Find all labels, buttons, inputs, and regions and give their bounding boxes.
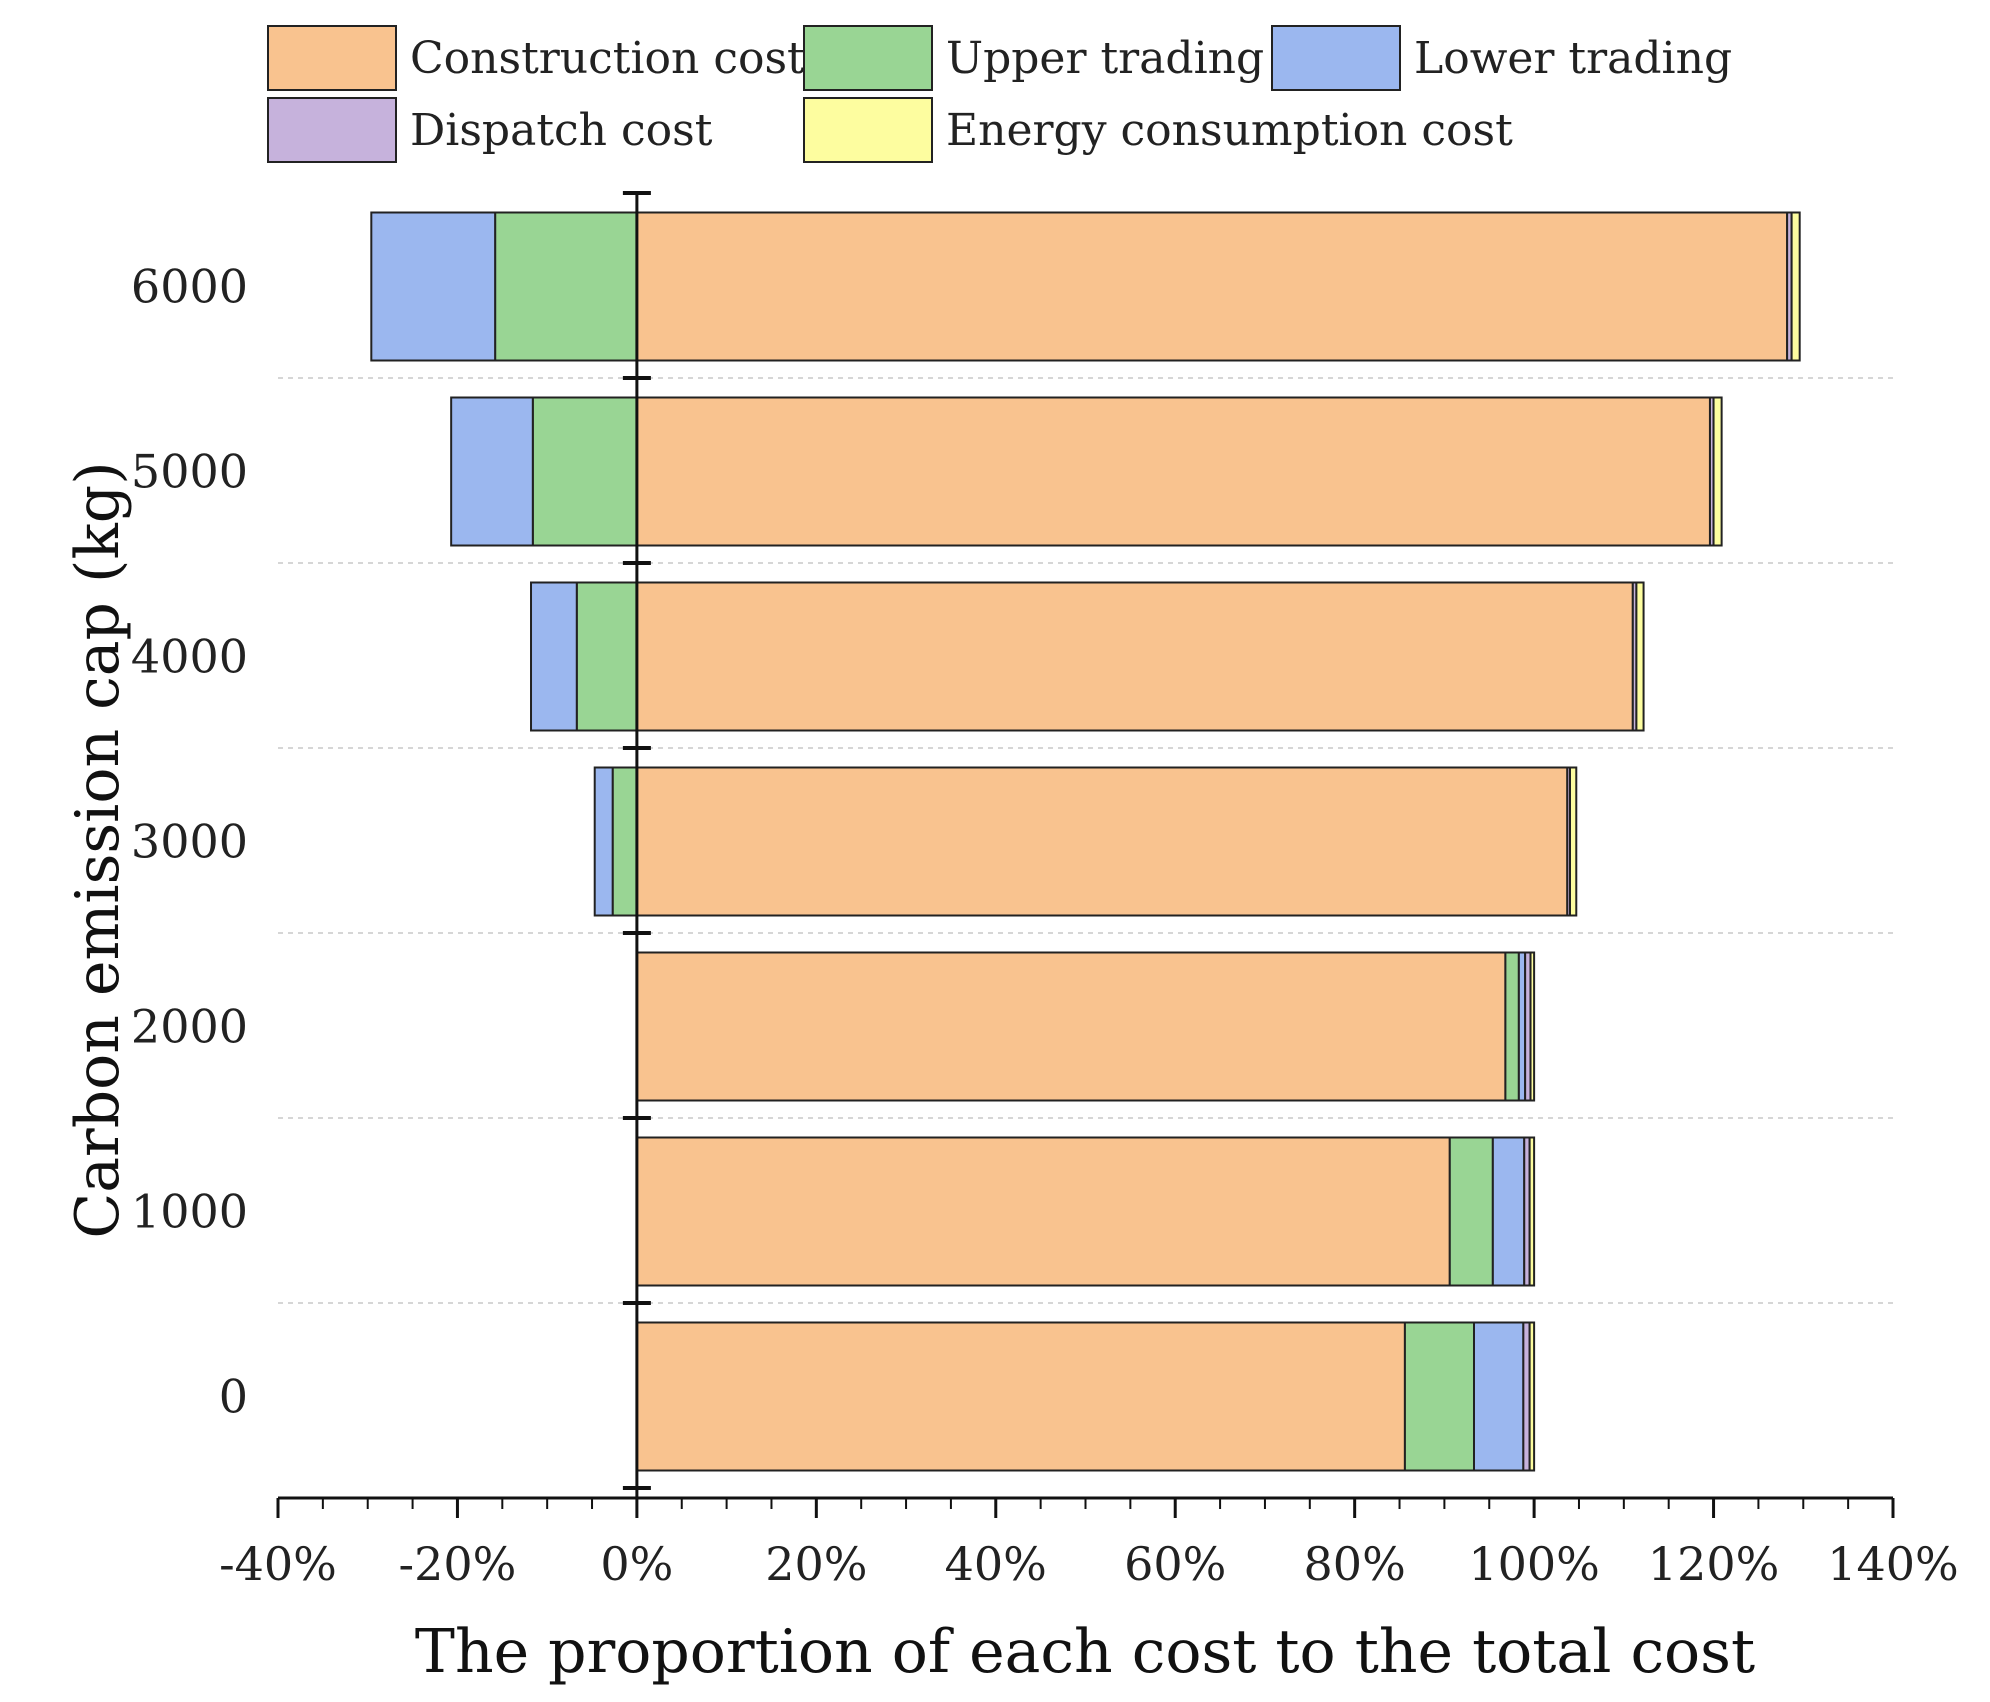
bar-construction-cost-2000 — [635, 951, 1507, 1102]
bar-energy-consumption-cost-5000 — [1712, 396, 1723, 547]
x-axis-title: The proportion of each cost to the total… — [415, 1617, 1755, 1687]
legend-label-energy-consumption-cost: Energy consumption cost — [946, 105, 1513, 156]
bars — [370, 211, 1801, 1472]
x-tick-label: 40% — [945, 1537, 1047, 1591]
bar-energy-consumption-cost-6000 — [1790, 211, 1801, 362]
x-tick-label: -40% — [219, 1537, 337, 1591]
bar-construction-cost-6000 — [635, 211, 1789, 362]
legend-item-dispatch-cost: Dispatch cost — [267, 97, 713, 163]
legend-label-lower-trading: Lower trading — [1414, 33, 1732, 84]
legend-label-dispatch-cost: Dispatch cost — [410, 105, 713, 156]
legend-swatch-upper-trading — [803, 25, 933, 91]
bar-upper-trading-5000 — [531, 396, 638, 547]
legend-label-upper-trading: Upper trading — [946, 33, 1264, 84]
y-tick-label-5000: 5000 — [131, 445, 248, 499]
bar-energy-consumption-cost-1000 — [1528, 1136, 1536, 1287]
bar-upper-trading-2000 — [1504, 951, 1520, 1102]
legend-swatch-construction-cost — [267, 25, 397, 91]
legend-item-lower-trading: Lower trading — [1271, 25, 1732, 91]
bar-construction-cost-5000 — [635, 396, 1711, 547]
legend-swatch-dispatch-cost — [267, 97, 397, 163]
y-tick-label-6000: 6000 — [131, 260, 248, 314]
bar-lower-trading-4000 — [530, 581, 578, 732]
bar-construction-cost-1000 — [635, 1136, 1451, 1287]
bar-lower-trading-5000 — [450, 396, 534, 547]
bar-lower-trading-1000 — [1491, 1136, 1526, 1287]
legend: Construction cost Upper trading Lower trad… — [267, 25, 1732, 163]
x-tick-label: 120% — [1648, 1537, 1780, 1591]
bar-energy-consumption-cost-4000 — [1635, 581, 1645, 732]
legend-item-upper-trading: Upper trading — [803, 25, 1264, 91]
x-tick-label: 0% — [600, 1537, 673, 1591]
x-tick-label: 80% — [1304, 1537, 1406, 1591]
bar-construction-cost-4000 — [635, 581, 1634, 732]
y-tick-label-0: 0 — [219, 1370, 248, 1424]
x-tick-label: 60% — [1124, 1537, 1226, 1591]
legend-label-construction-cost: Construction cost — [410, 33, 805, 84]
bar-upper-trading-4000 — [575, 581, 638, 732]
bar-energy-consumption-cost-3000 — [1569, 766, 1578, 917]
bar-lower-trading-0 — [1472, 1321, 1525, 1472]
x-tick-label: 140% — [1827, 1537, 1959, 1591]
x-tick-label: 20% — [765, 1537, 867, 1591]
bar-upper-trading-6000 — [494, 211, 638, 362]
y-tick-label-4000: 4000 — [131, 630, 248, 684]
y-axis-title: Carbon emission cap (kg) — [63, 461, 133, 1238]
legend-swatch-lower-trading — [1271, 25, 1401, 91]
bar-upper-trading-3000 — [611, 766, 638, 917]
legend-item-construction-cost: Construction cost — [267, 25, 805, 91]
y-tick-label-1000: 1000 — [131, 1185, 248, 1239]
y-tick-label-3000: 3000 — [131, 815, 248, 869]
bar-upper-trading-1000 — [1448, 1136, 1494, 1287]
y-tick-label-2000: 2000 — [131, 1000, 248, 1054]
axes: 6000 5000 4000 3000 2000 1000 0 -40% -20% 0% 20% 40… — [131, 191, 1959, 1591]
x-tick-label: 100% — [1468, 1537, 1600, 1591]
bar-energy-consumption-cost-2000 — [1529, 951, 1536, 1102]
bar-construction-cost-3000 — [635, 766, 1569, 917]
legend-item-energy-consumption-cost: Energy consumption cost — [803, 97, 1513, 163]
bar-construction-cost-0 — [635, 1321, 1406, 1472]
bar-energy-consumption-cost-0 — [1528, 1321, 1536, 1472]
legend-swatch-energy-consumption-cost — [803, 97, 933, 163]
x-tick-label: -20% — [399, 1537, 517, 1591]
bar-upper-trading-0 — [1403, 1321, 1475, 1472]
bar-lower-trading-6000 — [370, 211, 497, 362]
bar-lower-trading-3000 — [593, 766, 614, 917]
